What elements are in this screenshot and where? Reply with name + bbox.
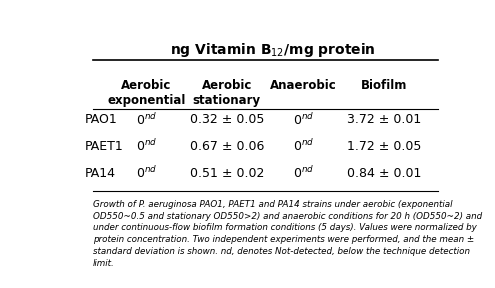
Text: ng Vitamin B$_{12}$/mg protein: ng Vitamin B$_{12}$/mg protein: [170, 41, 376, 59]
Text: 0$^{nd}$: 0$^{nd}$: [136, 165, 157, 181]
Text: 3.72 ± 0.01: 3.72 ± 0.01: [347, 113, 421, 126]
Text: 0$^{nd}$: 0$^{nd}$: [293, 165, 314, 181]
Text: Growth of P. aeruginosa PAO1, PAET1 and PA14 strains under aerobic (exponential
: Growth of P. aeruginosa PAO1, PAET1 and …: [93, 200, 482, 268]
Text: 0.32 ± 0.05: 0.32 ± 0.05: [190, 113, 264, 126]
Text: 0.67 ± 0.06: 0.67 ± 0.06: [190, 140, 264, 153]
Text: 0$^{nd}$: 0$^{nd}$: [136, 139, 157, 154]
Text: 0$^{nd}$: 0$^{nd}$: [293, 112, 314, 128]
Text: 0.51 ± 0.02: 0.51 ± 0.02: [190, 167, 264, 180]
Text: Biofilm: Biofilm: [361, 79, 407, 92]
Text: Aerobic
stationary: Aerobic stationary: [193, 79, 261, 107]
Text: PAET1: PAET1: [85, 140, 124, 153]
Text: Anaerobic: Anaerobic: [270, 79, 337, 92]
Text: PA14: PA14: [85, 167, 116, 180]
Text: 0.84 ± 0.01: 0.84 ± 0.01: [347, 167, 421, 180]
Text: 0$^{nd}$: 0$^{nd}$: [293, 139, 314, 154]
Text: 0$^{nd}$: 0$^{nd}$: [136, 112, 157, 128]
Text: Aerobic
exponential: Aerobic exponential: [107, 79, 186, 107]
Text: PAO1: PAO1: [85, 113, 118, 126]
Text: 1.72 ± 0.05: 1.72 ± 0.05: [347, 140, 421, 153]
